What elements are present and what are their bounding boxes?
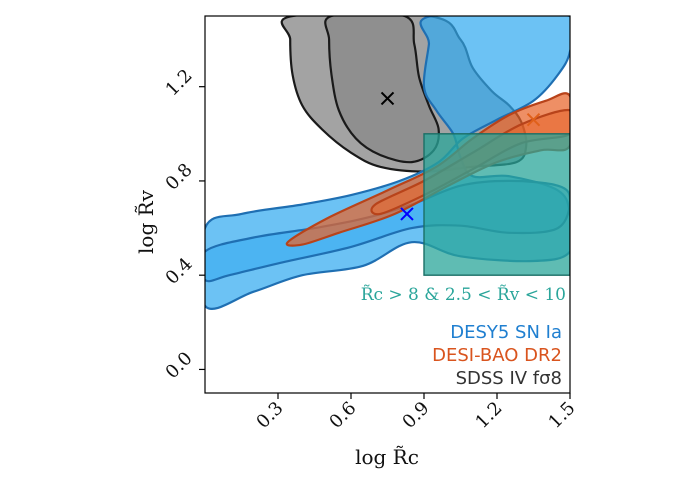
x-tick-label: 1.2 (471, 398, 506, 433)
plot-frame (204, 15, 571, 394)
x-tick-label: 1.5 (544, 398, 579, 433)
x-tick-label: 0.3 (252, 398, 287, 433)
best-fit-marker-desi-bao-dr2 (526, 112, 541, 127)
prior-region-layer (423, 133, 570, 276)
legend-entry-sdss: SDSS IV fσ8 (456, 368, 562, 389)
best-fit-marker-sdss-iv-f-8 (380, 91, 395, 106)
best-fit-marker-desy5-sn-ia (400, 207, 414, 221)
y-tick-label: 1.2 (162, 65, 197, 100)
y-axis-label: log R̃v (134, 189, 158, 254)
prior-region-rect (423, 133, 570, 276)
legend-entry-desy5: DESY5 SN Ia (450, 322, 562, 343)
prior-region-label: R̃c > 8 & 2.5 < R̃v < 10 (361, 285, 566, 305)
x-axis-label: log R̃c (355, 445, 419, 469)
best-fit-markers-layer (380, 91, 541, 221)
legend: DESY5 SN Ia DESI-BAO DR2 SDSS IV fσ8 (432, 322, 562, 389)
contour-outer-desi-bao-dr2 (285, 92, 570, 247)
y-tick-label: 0.0 (162, 348, 197, 383)
y-tick-label: 0.4 (162, 254, 197, 289)
legend-entry-desi-bao: DESI-BAO DR2 (432, 345, 562, 366)
x-tick-label: 0.9 (398, 398, 433, 433)
x-tick-label: 0.6 (325, 398, 360, 433)
y-tick-label: 0.8 (162, 159, 197, 194)
